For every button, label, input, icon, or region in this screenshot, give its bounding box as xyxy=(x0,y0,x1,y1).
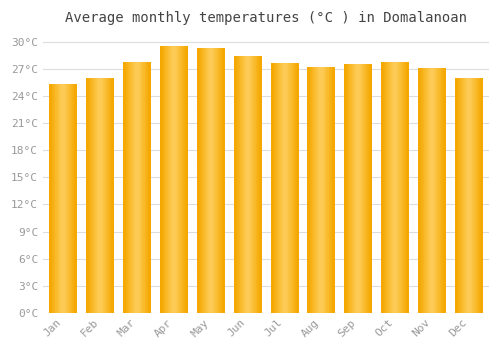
Title: Average monthly temperatures (°C ) in Domalanoan: Average monthly temperatures (°C ) in Do… xyxy=(65,11,467,25)
